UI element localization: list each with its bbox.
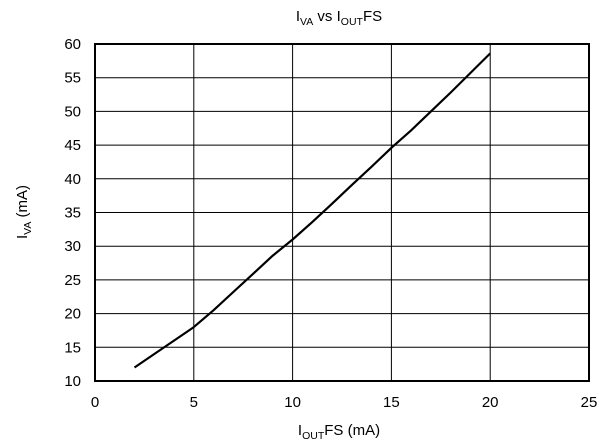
x-tick-label: 10	[284, 394, 301, 411]
y-tick-label: 45	[64, 137, 81, 154]
chart-title: IVA vs IOUTFS	[296, 8, 382, 28]
series-line	[133, 52, 491, 369]
x-tick-labels: 0 5 10 15 20 25	[91, 394, 598, 411]
x-tick-label: 20	[482, 394, 499, 411]
y-tick-label: 10	[64, 373, 81, 390]
plot-frame	[94, 43, 590, 382]
y-tick-label: 15	[64, 339, 81, 356]
y-tick-label: 25	[64, 272, 81, 289]
x-tick-label: 0	[91, 394, 99, 411]
y-axis-label: IVA (mA)	[14, 185, 34, 239]
y-tick-label: 55	[64, 70, 81, 87]
x-tick-label: 15	[383, 394, 400, 411]
x-tick-label: 25	[581, 394, 598, 411]
x-tick-label: 5	[190, 394, 198, 411]
grid	[95, 44, 589, 381]
y-tick-label: 30	[64, 238, 81, 255]
x-axis-label: IOUTFS (mA)	[298, 422, 380, 442]
y-tick-label: 50	[64, 103, 81, 120]
y-tick-label: 20	[64, 306, 81, 323]
y-tick-label: 60	[64, 36, 81, 53]
y-tick-label: 40	[64, 171, 81, 188]
y-tick-labels: 10 15 20 25 30 35 40 45 50 55 60	[64, 36, 81, 390]
y-tick-label: 35	[64, 205, 81, 222]
